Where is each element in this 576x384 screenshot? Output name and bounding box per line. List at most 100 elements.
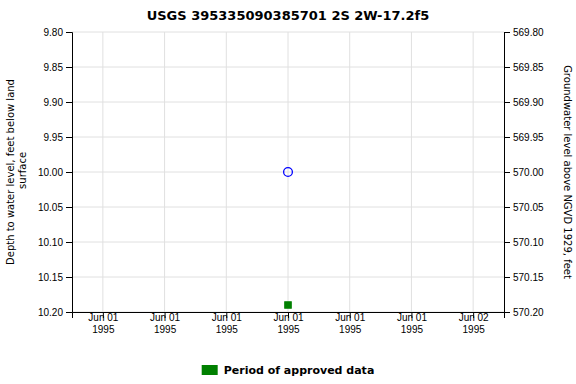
tick: 10.05 [38, 202, 72, 213]
tick-mark [504, 102, 510, 103]
tick-label: Jun 011995 [88, 312, 118, 335]
text-line: 1995 [339, 324, 362, 335]
marks [284, 168, 293, 309]
tick: Jun 011995 [88, 312, 118, 335]
tick-label: Jun 021995 [459, 312, 489, 335]
tick-label: 9.80 [44, 27, 64, 38]
tick: 570.20 [504, 307, 544, 318]
text-line: Jun 01 [212, 312, 242, 323]
tick: Jun 011995 [397, 312, 427, 335]
tick-mark [504, 172, 510, 173]
tick: 570.10 [504, 237, 544, 248]
tick-label: 570.00 [513, 167, 544, 178]
tick-mark [66, 277, 72, 278]
tick-mark [504, 242, 510, 243]
tick-label: Jun 011995 [212, 312, 242, 335]
tick-label: 570.20 [513, 307, 544, 318]
tick: 9.90 [44, 97, 72, 108]
tick-mark [66, 32, 72, 33]
y2-axis-label: Groundwater level above NGVD 1929, feet [562, 65, 573, 279]
tick: Jun 011995 [150, 312, 180, 335]
tick: Jun 021995 [459, 312, 489, 335]
text-line: Jun 01 [335, 312, 365, 323]
text-line: Depth to water level, feet below land [5, 79, 16, 265]
tick: 569.90 [504, 97, 544, 108]
tick-label: 570.10 [513, 237, 544, 248]
tick-mark [504, 312, 510, 313]
y-axis: 9.80 9.85 9.90 9.95 10.00 10.05 10.10 10.15 10.2… [38, 27, 73, 318]
legend-label: Period of approved data [224, 364, 375, 377]
legend-swatch [202, 365, 218, 375]
grid-line-y [72, 102, 504, 103]
axis-line [66, 33, 73, 313]
text-line: Jun 01 [88, 312, 118, 323]
tick-mark [504, 207, 510, 208]
point [284, 168, 293, 177]
text-line: 1995 [154, 324, 177, 335]
tick-mark [66, 242, 72, 243]
text-line: Jun 02 [459, 312, 489, 323]
y-axis-label: Depth to water level, feet below land su… [5, 79, 28, 265]
tick-label: Jun 011995 [335, 312, 365, 335]
grid-line-y [72, 277, 504, 278]
tick-label: 10.05 [38, 202, 63, 213]
tick: 10.10 [38, 237, 72, 248]
tick: 10.15 [38, 272, 72, 283]
tick-mark [504, 137, 510, 138]
plot: Jun 011995Jun 011995Jun 011995Jun 011995… [38, 27, 544, 335]
tick: 570.15 [504, 272, 544, 283]
tick-mark [504, 32, 510, 33]
tick-label: 569.80 [513, 27, 544, 38]
text-line: Jun 01 [397, 312, 427, 323]
tick: 9.85 [44, 62, 72, 73]
tick-mark [66, 137, 72, 138]
x-axis: Jun 011995Jun 011995Jun 011995Jun 011995… [73, 312, 505, 335]
tick: 569.95 [504, 132, 544, 143]
tick: 569.80 [504, 27, 544, 38]
tick: 570.05 [504, 202, 544, 213]
legend: Period of approved data [202, 364, 375, 377]
grid-line-y [72, 207, 504, 208]
point [285, 302, 291, 308]
tick: 10.00 [38, 167, 72, 178]
tick-label: 569.85 [513, 62, 544, 73]
tick-label: 10.10 [38, 237, 63, 248]
tick-label: Jun 011995 [150, 312, 180, 335]
grid [72, 32, 504, 312]
text-line: 1995 [401, 324, 424, 335]
tick: Jun 011995 [212, 312, 242, 335]
text-line: Jun 01 [273, 312, 303, 323]
tick: 10.20 [38, 307, 72, 318]
text-line: 1995 [216, 324, 239, 335]
text-line: surface [17, 152, 28, 192]
chart: Jun 011995Jun 011995Jun 011995Jun 011995… [0, 0, 576, 384]
grid-line-y [72, 67, 504, 68]
tick-label: 10.15 [38, 272, 63, 283]
series [285, 302, 291, 308]
text-line: Jun 01 [150, 312, 180, 323]
grid-line-y [72, 32, 504, 33]
tick-label: Jun 011995 [397, 312, 427, 335]
tick-mark [66, 312, 72, 313]
y2-axis: 570.20 570.15 570.10 570.05 570.00 569.95 569.… [504, 27, 544, 318]
title: USGS 395335090385701 2S 2W-17.2f5 [147, 8, 430, 23]
tick: 570.00 [504, 167, 544, 178]
legend-item: Period of approved data [202, 364, 375, 377]
tick-label: 570.15 [513, 272, 544, 283]
tick-label: Jun 011995 [273, 312, 303, 335]
tick-mark [66, 102, 72, 103]
tick-mark [504, 277, 510, 278]
text-line: 1995 [92, 324, 115, 335]
tick-label: 569.95 [513, 132, 544, 143]
tick-label: 570.05 [513, 202, 544, 213]
tick-label: 10.20 [38, 307, 63, 318]
tick: 569.85 [504, 62, 544, 73]
grid-line-y [72, 242, 504, 243]
tick: Jun 011995 [335, 312, 365, 335]
tick-mark [66, 207, 72, 208]
text-line: 1995 [463, 324, 486, 335]
text-line: 1995 [277, 324, 300, 335]
tick-label: 569.90 [513, 97, 544, 108]
tick-label: 9.85 [44, 62, 64, 73]
tick-label: 9.95 [44, 132, 64, 143]
